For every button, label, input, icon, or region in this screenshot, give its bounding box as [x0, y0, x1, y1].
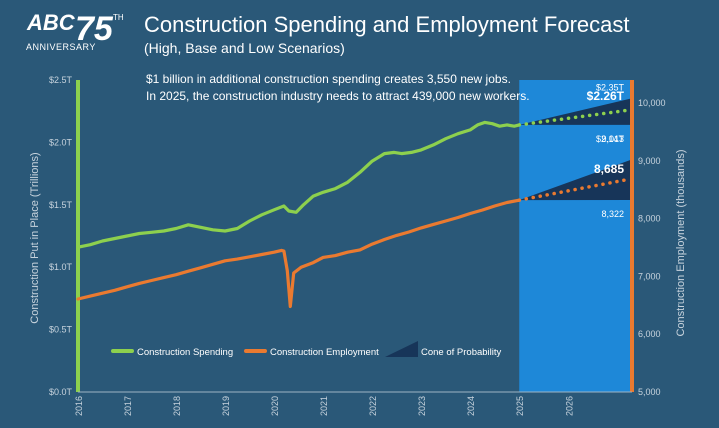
- x-tick-label: 2018: [172, 396, 182, 416]
- legend-employment-label: Construction Employment: [270, 347, 379, 358]
- annotation-workers: In 2025, the construction industry needs…: [146, 89, 530, 103]
- spending-line: [76, 120, 521, 249]
- right-tick-label: 6,000: [638, 329, 661, 339]
- x-tick-label: 2025: [515, 396, 525, 416]
- legend: Construction Spending Construction Emplo…: [111, 341, 502, 358]
- left-tick-label: $1.0T: [49, 262, 73, 272]
- legend-cone-swatch: [385, 341, 418, 357]
- annotation-jobs: $1 billion in additional construction sp…: [146, 72, 511, 86]
- right-tick-label: 8,000: [638, 214, 661, 224]
- x-tick-label: 2021: [319, 396, 329, 416]
- legend-spending-label: Construction Spending: [137, 347, 233, 358]
- chart-subtitle: (High, Base and Low Scenarios): [144, 40, 345, 56]
- left-tick-label: $2.0T: [49, 137, 73, 147]
- left-tick-label: $2.5T: [49, 75, 73, 85]
- x-tick-label: 2017: [123, 396, 133, 416]
- left-tick-labels: $0.0T $0.5T $1.0T $1.5T $2.0T $2.5T: [49, 75, 73, 397]
- left-tick-label: $0.0T: [49, 387, 73, 397]
- x-tick-label: 2020: [270, 396, 280, 416]
- right-tick-label: 10,000: [638, 98, 666, 108]
- x-tick-label: 2023: [417, 396, 427, 416]
- employment-line: [76, 198, 521, 309]
- left-tick-label: $1.5T: [49, 200, 73, 210]
- employment-base-label: 8,685: [594, 162, 624, 176]
- spending-base-label: $2.26T: [587, 89, 625, 103]
- logo-superscript: TH: [113, 13, 124, 22]
- forecast-band: [519, 80, 632, 392]
- employment-high-label: 9,013: [601, 134, 624, 144]
- spending-forecast-dots: [517, 108, 632, 127]
- employment-forecast-dots: [517, 177, 632, 202]
- left-tick-label: $0.5T: [49, 325, 73, 335]
- x-tick-labels: 2016 2017 2018 2019 2020 2021 2022 2023 2024 2025…: [74, 396, 574, 416]
- x-tick-label: 2019: [221, 396, 231, 416]
- employment-cone: [519, 160, 630, 201]
- x-tick-label: 2026: [564, 396, 574, 416]
- employment-low-label: 8,322: [601, 209, 624, 219]
- right-tick-labels: 5,000 6,000 7,000 8,000 9,000 10,000: [638, 98, 666, 397]
- right-tick-label: 5,000: [638, 387, 661, 397]
- right-tick-label: 9,000: [638, 156, 661, 166]
- x-tick-label: 2024: [466, 396, 476, 416]
- right-axis-label: Construction Employment (thousands): [675, 149, 687, 336]
- spending-high-label: $2.35T: [596, 83, 625, 93]
- logo-brand: ABC: [26, 10, 76, 35]
- legend-cone-label: Cone of Probability: [421, 347, 502, 358]
- logo-number: 75: [75, 10, 114, 48]
- logo-subtitle: ANNIVERSARY: [26, 42, 96, 52]
- spending-low-label: $2.14T: [596, 134, 625, 144]
- abc-logo: ABC 75 TH ANNIVERSARY: [26, 10, 124, 52]
- chart-title: Construction Spending and Employment For…: [144, 12, 629, 37]
- left-axis-label: Construction Put in Place (Trillions): [29, 152, 41, 323]
- right-tick-label: 7,000: [638, 271, 661, 281]
- x-tick-label: 2016: [74, 396, 84, 416]
- spending-cone: [519, 98, 630, 125]
- x-tick-label: 2022: [368, 396, 378, 416]
